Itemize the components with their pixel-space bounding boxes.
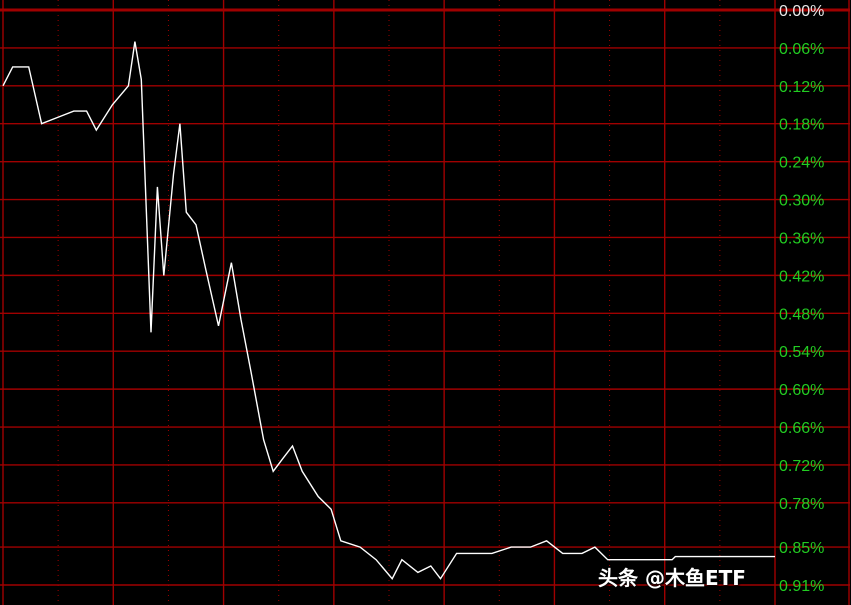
y-tick-label: 0.72%	[779, 458, 824, 475]
y-tick-label: 0.18%	[779, 117, 824, 134]
y-tick-label: 0.06%	[779, 41, 824, 58]
y-tick-label: 0.48%	[779, 306, 824, 323]
y-tick-label: 0.36%	[779, 230, 824, 247]
y-tick-label: 0.00%	[779, 3, 824, 20]
y-tick-label: 0.85%	[779, 540, 824, 557]
y-axis-ticks: 0.00% 0.06% 0.12% 0.18% 0.24% 0.30% 0.36% 0.42%…	[779, 3, 824, 595]
y-tick-label: 0.24%	[779, 155, 824, 172]
watermark: 头条 @木鱼ETF	[598, 566, 746, 590]
y-tick-label: 0.66%	[779, 420, 824, 437]
y-tick-label: 0.54%	[779, 344, 824, 361]
y-tick-label: 0.78%	[779, 496, 824, 513]
y-tick-label: 0.42%	[779, 268, 824, 285]
y-tick-label: 0.60%	[779, 382, 824, 399]
price-line	[2, 41, 775, 580]
y-tick-label: 0.30%	[779, 193, 824, 210]
y-tick-label: 0.12%	[779, 79, 824, 96]
y-tick-label: 0.91%	[779, 578, 824, 595]
